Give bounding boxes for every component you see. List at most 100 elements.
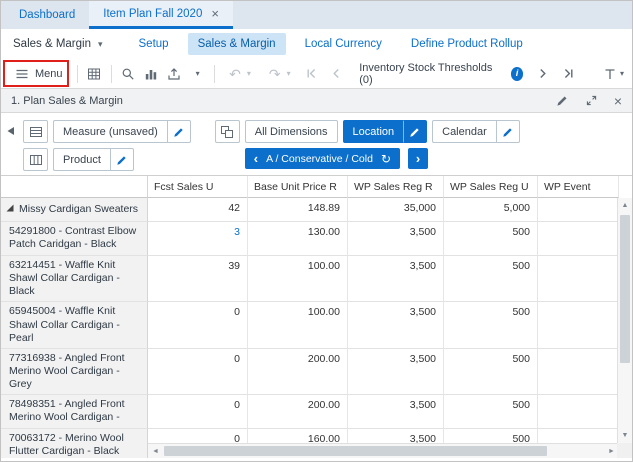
all-dimensions-button[interactable]: All Dimensions: [244, 120, 338, 143]
column-header[interactable]: Fcst Sales U: [148, 176, 248, 198]
measure-axis-button[interactable]: [23, 120, 48, 143]
maximize-view-icon[interactable]: [585, 94, 598, 107]
row-header[interactable]: 78498351 - Angled Front Merino Wool Card…: [1, 395, 148, 430]
grid-cell[interactable]: 35,000: [348, 198, 444, 222]
row-header[interactable]: 63214451 - Waffle Knit Shawl Collar Card…: [1, 256, 148, 303]
last-item-button[interactable]: [558, 62, 579, 86]
location-dimension-button[interactable]: Location: [342, 120, 404, 143]
horizontal-scrollbar[interactable]: ◄ ►: [148, 443, 619, 458]
export-button[interactable]: [164, 62, 185, 86]
page-axis-button[interactable]: [214, 120, 240, 143]
column-header[interactable]: WP Event: [538, 176, 619, 198]
column-header[interactable]: WP Sales Reg U: [444, 176, 538, 198]
grid-cell[interactable]: 0: [148, 302, 248, 349]
next-item-button[interactable]: [532, 62, 553, 86]
grid-cell[interactable]: 39: [148, 256, 248, 303]
grid-view-button[interactable]: [83, 62, 104, 86]
grid-cell[interactable]: 42: [148, 198, 248, 222]
row-header[interactable]: Missy Cardigan Sweaters: [1, 198, 148, 222]
collapse-triangle-icon[interactable]: [6, 203, 14, 216]
grid-cell[interactable]: 100.00: [248, 256, 348, 303]
tab-item-plan[interactable]: Item Plan Fall 2020 ×: [89, 1, 233, 29]
vertical-scrollbar[interactable]: ▲ ▼: [617, 198, 632, 443]
edit-view-icon[interactable]: [556, 94, 569, 107]
grid-cell[interactable]: 3,500: [348, 348, 444, 396]
redo-button[interactable]: ↷ ▾: [261, 62, 299, 86]
product-selector-button[interactable]: Product: [53, 148, 110, 171]
grid-cell[interactable]: 200.00: [248, 395, 348, 430]
previous-item-button[interactable]: [326, 62, 347, 86]
row-header[interactable]: 65945004 - Waffle Knit Shawl Collar Card…: [1, 302, 148, 349]
position-navigator[interactable]: ‹ A / Conservative / Cold ↻: [244, 148, 400, 169]
grid-cell[interactable]: 500: [444, 395, 538, 430]
measure-selector-button[interactable]: Measure (unsaved): [53, 120, 167, 143]
grid-cell[interactable]: 5,000: [444, 198, 538, 222]
subtab-local-currency[interactable]: Local Currency: [304, 38, 382, 50]
grid-cell[interactable]: 130.00: [248, 222, 348, 256]
more-actions-button[interactable]: ▾: [187, 62, 208, 86]
edit-calendar-button[interactable]: [495, 120, 520, 143]
edit-product-button[interactable]: [109, 148, 134, 171]
grid-cell[interactable]: 500: [444, 302, 538, 349]
grid-cell[interactable]: 500: [444, 222, 538, 256]
row-header-label: 65945004 - Waffle Knit Shawl Collar Card…: [9, 305, 120, 344]
chart-button[interactable]: [141, 62, 162, 86]
calendar-dimension-button[interactable]: Calendar: [432, 120, 496, 143]
main-tab-bar: Dashboard Item Plan Fall 2020 ×: [1, 1, 632, 29]
tab-close-icon[interactable]: ×: [211, 6, 219, 21]
grid-cell[interactable]: 500: [444, 348, 538, 396]
column-header[interactable]: WP Sales Reg R: [348, 176, 444, 198]
grid-cell[interactable]: 3,500: [348, 302, 444, 349]
next-position-button[interactable]: ›: [408, 148, 428, 169]
grid-cell[interactable]: [538, 256, 619, 303]
grid-cell[interactable]: [538, 348, 619, 396]
vertical-scroll-thumb[interactable]: [620, 215, 630, 363]
row-header[interactable]: 54291800 - Contrast Elbow Patch Caridgan…: [1, 222, 148, 256]
grid-cell[interactable]: 3,500: [348, 222, 444, 256]
grid-cell[interactable]: 100.00: [248, 302, 348, 349]
first-item-button[interactable]: [301, 62, 322, 86]
product-axis-button[interactable]: [23, 148, 48, 171]
subtab-setup[interactable]: Setup: [138, 38, 169, 50]
info-icon[interactable]: i: [510, 66, 524, 81]
scroll-up-icon[interactable]: ▲: [621, 202, 629, 209]
row-header[interactable]: 70063172 - Merino Wool Flutter Cardigan …: [1, 429, 148, 458]
edit-location-button[interactable]: [403, 120, 428, 143]
grid-cell[interactable]: [538, 302, 619, 349]
scroll-right-icon[interactable]: ►: [608, 447, 615, 455]
tab-dashboard[interactable]: Dashboard: [5, 1, 89, 29]
close-view-icon[interactable]: ×: [613, 92, 622, 109]
row-column-edge: Measure (unsaved) Product: [23, 120, 191, 171]
row-header[interactable]: 77316938 - Angled Front Merino Wool Card…: [1, 348, 148, 396]
grid-cell[interactable]: 200.00: [248, 348, 348, 396]
grid-cell[interactable]: [538, 198, 619, 222]
grid-cell[interactable]: [538, 395, 619, 430]
navigator-title[interactable]: Inventory Stock Thresholds (0): [359, 61, 493, 86]
column-header[interactable]: Base Unit Price R: [248, 176, 348, 198]
grid-cell[interactable]: 3: [148, 222, 248, 256]
grid-cell[interactable]: 0: [148, 395, 248, 430]
grid-cell[interactable]: 0: [148, 348, 248, 396]
scroll-down-icon[interactable]: ▼: [621, 432, 629, 439]
subtab-define-product-rollup[interactable]: Define Product Rollup: [410, 38, 523, 50]
menu-button[interactable]: Menu: [7, 62, 71, 86]
grid-cell[interactable]: 500: [444, 256, 538, 303]
undo-button[interactable]: ↶ ▾: [221, 62, 259, 86]
page-edge: All Dimensions Location Calendar ‹: [214, 120, 520, 170]
grid-cell[interactable]: 148.89: [248, 198, 348, 222]
find-button[interactable]: [118, 62, 139, 86]
chevron-left-icon: [333, 69, 340, 78]
subtab-sales-margin[interactable]: Sales & Margin: [187, 33, 286, 55]
format-button[interactable]: ▾: [603, 67, 624, 81]
grid-cell[interactable]: [538, 222, 619, 256]
grid-header-row: Fcst Sales U Base Unit Price R WP Sales …: [1, 176, 632, 198]
collapse-pane-icon[interactable]: [6, 126, 15, 136]
edit-measure-button[interactable]: [166, 120, 191, 143]
grid-cell[interactable]: 3,500: [348, 395, 444, 430]
refresh-icon[interactable]: ↻: [380, 151, 391, 166]
previous-position-icon[interactable]: ‹: [253, 151, 259, 166]
grid-cell[interactable]: 3,500: [348, 256, 444, 303]
scroll-left-icon[interactable]: ◄: [152, 447, 159, 455]
horizontal-scroll-thumb[interactable]: [164, 446, 547, 456]
workbook-selector[interactable]: Sales & Margin ▾: [13, 38, 103, 50]
